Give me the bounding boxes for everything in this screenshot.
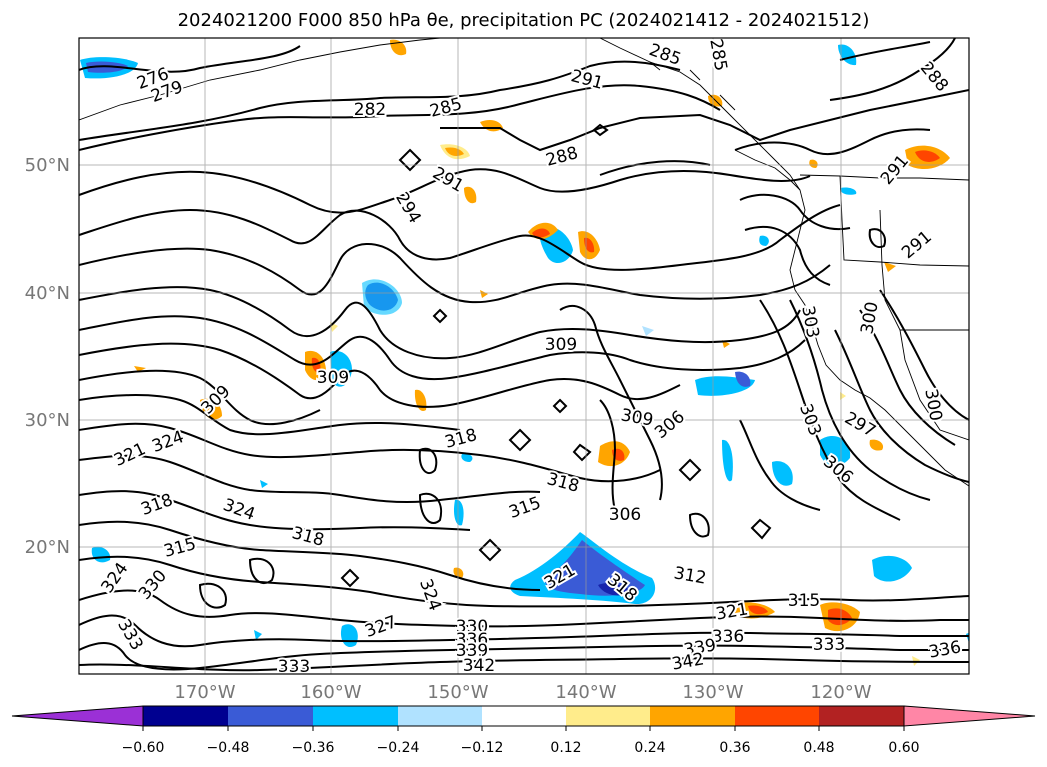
colorbar-bin: [819, 706, 904, 726]
lon-label: 160°W: [300, 682, 361, 703]
contour-label: 342: [463, 656, 495, 676]
lon-label: 120°W: [810, 682, 871, 703]
contour-label: 336: [456, 630, 488, 650]
contour-label: 336: [927, 637, 962, 662]
colorbar-tick-label: 0.24: [634, 740, 665, 756]
lon-label: 140°W: [555, 682, 616, 703]
colorbar-tick-label: 0.48: [803, 740, 834, 756]
contour-label: 330: [456, 617, 488, 637]
colorbar-bin: [650, 706, 735, 726]
contour-label: 315: [788, 591, 820, 611]
contour-label: 309: [545, 335, 577, 355]
theta-e-contours: [79, 38, 969, 672]
colorbar-tick-label: −0.48: [207, 740, 250, 756]
coastlines: [79, 38, 969, 487]
colorbar-min-extend: [11, 705, 144, 727]
map-frame: [78, 37, 970, 675]
lat-label: 50°N: [25, 155, 70, 176]
graticule: [79, 38, 969, 674]
contour-label: 306: [609, 505, 641, 525]
lon-label: 130°W: [682, 682, 743, 703]
colorbar-frame: [142, 705, 905, 727]
longitude-labels: 170°W 160°W 150°W 140°W 130°W 120°W: [174, 682, 871, 703]
contour-label: 333: [813, 635, 845, 655]
colorbar-bin: [228, 706, 313, 726]
colorbar-tick-label: 0.60: [888, 740, 919, 756]
colorbar-tick-label: −0.24: [377, 740, 420, 756]
map-title: 2024021200 F000 850 hPa θe, precipitatio…: [177, 10, 870, 31]
latitude-labels: 50°N 40°N 30°N 20°N: [25, 155, 70, 558]
contour-label: 309: [317, 368, 349, 388]
contour-label: 336: [712, 627, 744, 647]
colorbar-tick-label: 0.12: [550, 740, 581, 756]
colorbar-tick-label: 0.36: [719, 740, 750, 756]
colorbar-bin: [482, 706, 566, 726]
lon-label: 150°W: [427, 682, 488, 703]
contour-label: 282: [354, 100, 386, 120]
colorbar-bin: [313, 706, 398, 726]
contour-label: 339: [456, 641, 488, 661]
colorbar-max-extend: [903, 705, 1036, 727]
precip-negative-shading: [80, 44, 969, 648]
lat-label: 20°N: [25, 537, 70, 558]
colorbar-bin: [398, 706, 482, 726]
lat-label: 40°N: [25, 283, 70, 304]
map-panel: [79, 38, 969, 674]
colorbar-bin: [566, 706, 650, 726]
precip-positive-shading: [134, 39, 950, 666]
lon-label: 170°W: [174, 682, 235, 703]
contour-label: 333: [278, 657, 310, 677]
colorbar: −0.60 −0.48 −0.36 −0.24 −0.12 0.12 0.24 …: [11, 705, 1036, 756]
lat-label: 30°N: [25, 410, 70, 431]
colorbar-tick-label: −0.12: [461, 740, 504, 756]
colorbar-bin: [735, 706, 819, 726]
colorbar-bin: [143, 706, 228, 726]
colorbar-tick-label: −0.36: [292, 740, 335, 756]
colorbar-tick-label: −0.60: [122, 740, 165, 756]
